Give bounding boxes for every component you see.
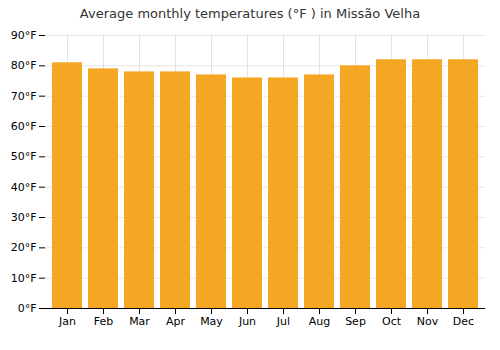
svg-text:Dec: Dec (453, 315, 474, 328)
svg-text:90°F: 90°F (11, 29, 37, 42)
svg-text:50°F: 50°F (11, 150, 37, 163)
svg-text:Jul: Jul (276, 315, 290, 328)
svg-text:30°F: 30°F (11, 211, 37, 224)
svg-text:Aug: Aug (309, 315, 330, 328)
svg-text:40°F: 40°F (11, 181, 37, 194)
svg-text:0°F: 0°F (18, 302, 37, 315)
svg-text:Feb: Feb (94, 315, 113, 328)
svg-text:Apr: Apr (166, 315, 186, 328)
svg-text:20°F: 20°F (11, 241, 37, 254)
svg-text:Sep: Sep (345, 315, 366, 328)
svg-text:May: May (200, 315, 223, 328)
svg-text:Mar: Mar (129, 315, 150, 328)
svg-text:Jan: Jan (58, 315, 76, 328)
svg-text:80°F: 80°F (11, 59, 37, 72)
html-text:Average monthly temperatures (: Average monthly temperatures (°F ) in Mi… (79, 6, 421, 21)
svg-text:Oct: Oct (382, 315, 402, 328)
svg-text:Nov: Nov (417, 315, 439, 328)
svg-text:Jun: Jun (238, 315, 256, 328)
svg-text:10°F: 10°F (11, 272, 37, 285)
svg-text:60°F: 60°F (11, 120, 37, 133)
svg-text:70°F: 70°F (11, 90, 37, 103)
